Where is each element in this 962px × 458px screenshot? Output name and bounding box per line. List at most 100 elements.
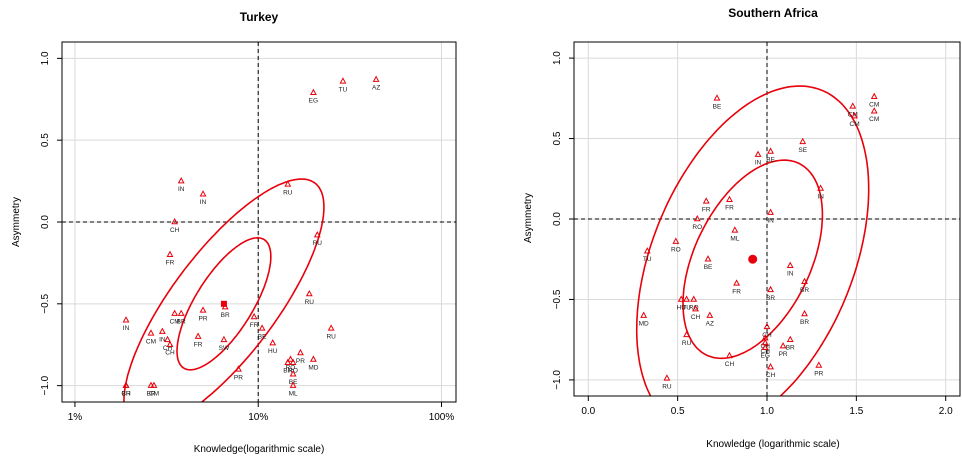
triangle-marker xyxy=(372,75,380,82)
data-point: CH xyxy=(766,362,776,379)
y-tick-label: 1.0 xyxy=(552,51,563,65)
point-label: CM xyxy=(850,121,860,128)
data-point: RU xyxy=(283,180,293,196)
y-tick-label: −1.0 xyxy=(552,370,563,390)
x-tick-label: 2.0 xyxy=(939,406,953,417)
panel-title: Turkey xyxy=(240,10,279,24)
triangle-marker xyxy=(713,94,721,101)
data-point: CH xyxy=(163,335,173,352)
data-point: TU xyxy=(682,295,691,311)
point-label: CM xyxy=(146,338,156,345)
point-label: AZ xyxy=(706,321,714,328)
triangle-marker xyxy=(801,277,808,285)
triangle-marker xyxy=(150,381,158,388)
data-point: BE xyxy=(704,255,713,271)
point-label: SE xyxy=(798,147,807,154)
data-point: CM xyxy=(869,107,879,123)
y-tick-label: 0.0 xyxy=(40,215,51,229)
point-label: CH xyxy=(766,372,776,379)
triangle-marker xyxy=(327,324,335,331)
point-label: BE xyxy=(258,333,267,340)
triangle-marker xyxy=(706,311,714,318)
triangle-marker xyxy=(122,316,130,323)
point-label: SW xyxy=(219,345,230,352)
triangle-marker xyxy=(640,311,648,318)
point-label: CM xyxy=(869,116,879,123)
confidence-ellipse-outer xyxy=(635,85,870,396)
triangle-marker xyxy=(677,295,685,302)
data-point: AZ xyxy=(706,311,714,328)
y-tick-label: −1.0 xyxy=(40,375,51,395)
confidence-ellipse-outer xyxy=(123,178,325,402)
point-label: HU xyxy=(677,304,687,311)
point-label: RO xyxy=(671,247,681,254)
point-label: AZ xyxy=(372,85,380,92)
triangle-marker xyxy=(171,217,179,225)
data-point: CH xyxy=(691,305,701,321)
x-axis-label: Knowledge (logarithmic scale) xyxy=(706,439,839,450)
triangle-marker xyxy=(763,322,771,330)
triangle-marker xyxy=(672,237,680,244)
point-label: TU xyxy=(643,256,652,263)
triangle-marker xyxy=(289,370,297,377)
triangle-marker xyxy=(269,339,277,346)
triangle-marker xyxy=(761,343,769,351)
data-point: IN xyxy=(817,184,824,200)
point-label: CH xyxy=(165,350,175,357)
data-point: TU xyxy=(643,247,652,263)
triangle-marker xyxy=(258,324,266,331)
point-label: CM xyxy=(869,102,879,109)
triangle-marker xyxy=(692,305,699,312)
triangle-marker xyxy=(754,150,762,157)
triangle-marker xyxy=(690,295,698,302)
triangle-marker xyxy=(767,147,775,154)
triangle-marker xyxy=(702,197,710,204)
data-point: PR xyxy=(199,306,208,322)
triangle-marker xyxy=(305,289,313,297)
point-label: RO xyxy=(689,304,699,311)
point-label: BR xyxy=(146,391,155,398)
point-label: MD xyxy=(639,321,649,328)
data-point: RU xyxy=(313,231,322,247)
point-label: IN xyxy=(200,199,207,206)
data-point: CM xyxy=(869,92,879,109)
point-label: IN xyxy=(767,218,774,225)
triangle-marker xyxy=(726,351,733,359)
triangle-marker xyxy=(297,348,304,356)
point-label: FR xyxy=(725,205,734,212)
point-label: TU xyxy=(682,304,691,311)
data-point: FR xyxy=(702,197,711,213)
point-label: CH xyxy=(121,391,131,398)
y-tick-label: 1.0 xyxy=(40,51,51,65)
point-label: IN xyxy=(787,271,794,278)
point-label: IN xyxy=(178,186,185,193)
data-point: HU xyxy=(677,295,687,311)
y-tick-label: 0.5 xyxy=(552,131,563,145)
data-point: EG xyxy=(761,343,770,360)
data-point: RU xyxy=(305,289,314,306)
point-label: FR xyxy=(250,322,259,329)
data-point: CH xyxy=(170,217,180,234)
triangle-marker xyxy=(693,214,701,222)
point-label: RU xyxy=(662,383,672,390)
point-label: ML xyxy=(730,235,739,242)
triangle-marker xyxy=(147,329,155,336)
point-label: BR xyxy=(766,295,775,302)
point-label: BR xyxy=(283,368,292,375)
triangle-marker xyxy=(643,247,651,254)
triangle-marker xyxy=(726,195,733,202)
triangle-marker xyxy=(683,295,691,302)
data-point: RO xyxy=(692,214,702,231)
point-label: PR xyxy=(234,374,243,381)
point-label: CH xyxy=(762,332,772,339)
point-label: BR xyxy=(177,319,186,326)
data-point: MD xyxy=(639,311,649,328)
point-label: CH xyxy=(163,345,173,352)
data-point: CH xyxy=(121,381,131,398)
data-point: BR xyxy=(283,358,293,375)
point-label: IN xyxy=(817,193,824,200)
data-point: CM xyxy=(170,309,180,326)
data-point: BR xyxy=(786,335,795,352)
triangle-marker xyxy=(815,361,823,368)
